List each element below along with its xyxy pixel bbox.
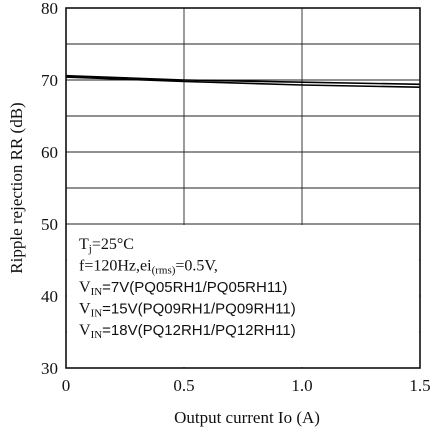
y-tick-labels: 30 40 50 60 70 80 <box>41 0 58 378</box>
y-axis-label: Ripple rejection RR (dB) <box>7 102 26 273</box>
y-tick-label: 50 <box>41 215 58 234</box>
x-tick-labels: 0 0.5 1.0 1.5 <box>62 376 431 395</box>
y-tick-label: 60 <box>41 143 58 162</box>
y-tick-label: 30 <box>41 359 58 378</box>
x-tick-label: 0.5 <box>173 376 194 395</box>
annotation-box <box>67 225 419 367</box>
annotation-line-3: VIN=7V(PQ05RH1/PQ05RH11) <box>79 279 287 298</box>
plot-frame <box>65 7 421 369</box>
series-group <box>65 74 421 88</box>
annotation-group: Tj=25°C f=120Hz,ei(rms)=0.5V, VIN=7V(PQ05R… <box>79 236 296 341</box>
annotation-line-4: VIN=15V(PQ09RH1/PQ09RH11) <box>79 301 296 320</box>
y-tick-label: 70 <box>41 71 58 90</box>
series-line-1 <box>65 74 421 86</box>
series-line-2 <box>65 76 421 88</box>
annotation-line-2: f=120Hz,ei(rms)=0.5V, <box>79 258 218 277</box>
y-tick-label: 40 <box>41 287 58 306</box>
y-tick-label: 80 <box>41 0 58 18</box>
annotation-background <box>67 225 419 367</box>
x-tick-label: 0 <box>62 376 71 395</box>
x-axis-label: Output current Io (A) <box>174 408 320 427</box>
annotation-line-1: Tj=25°C <box>79 236 134 255</box>
x-tick-label: 1.5 <box>409 376 430 395</box>
annotation-line-5: VIN=18V(PQ12RH1/PQ12RH11) <box>79 322 296 341</box>
x-tick-label: 1.0 <box>291 376 312 395</box>
